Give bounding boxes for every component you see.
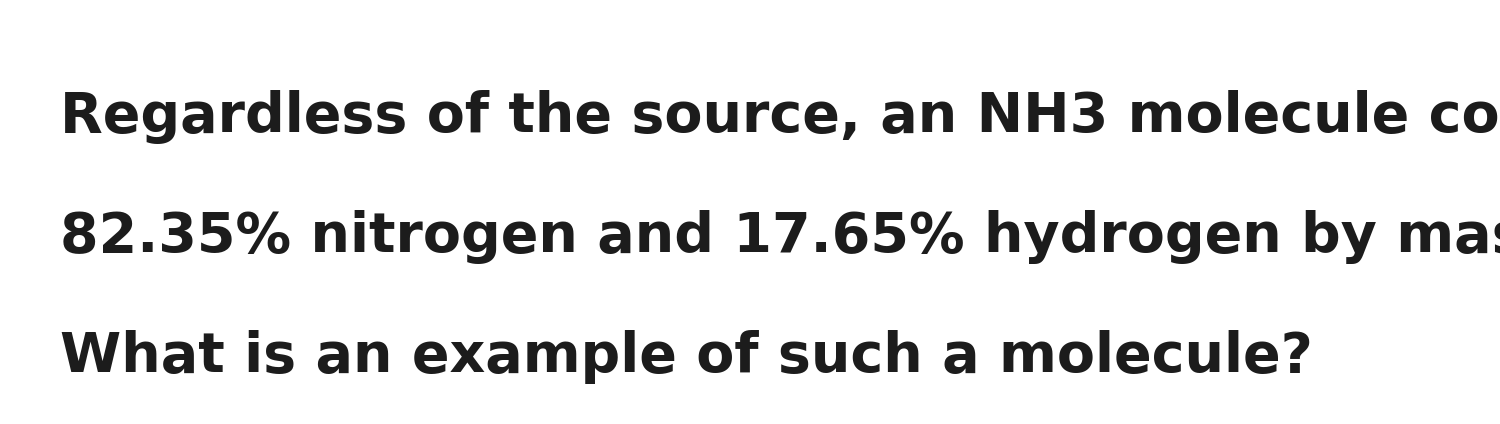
Text: What is an example of such a molecule?: What is an example of such a molecule? [60,330,1312,384]
Text: 82.35% nitrogen and 17.65% hydrogen by mass.: 82.35% nitrogen and 17.65% hydrogen by m… [60,210,1500,264]
Text: Regardless of the source, an NH3 molecule contains: Regardless of the source, an NH3 molecul… [60,90,1500,144]
